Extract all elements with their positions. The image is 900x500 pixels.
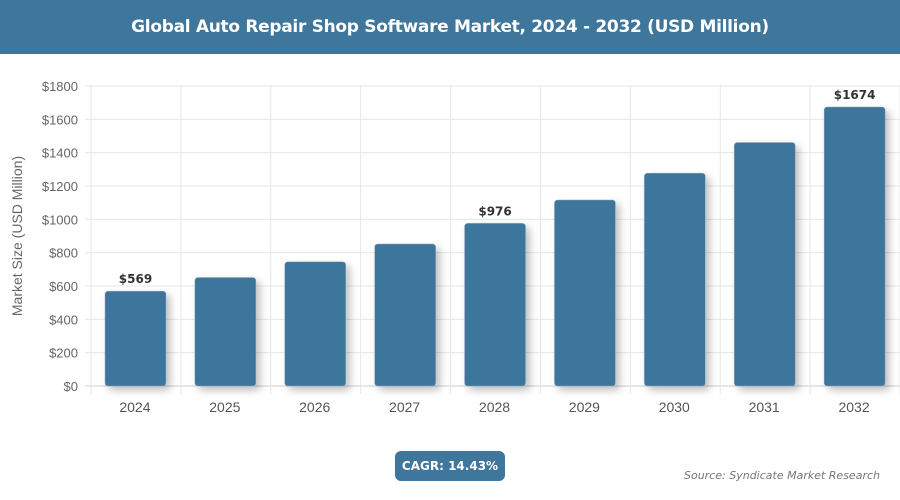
bar-2026 <box>284 261 347 387</box>
bar-2029 <box>554 199 616 387</box>
cagr-badge: CAGR: 14.43% <box>395 451 505 481</box>
bar-2032 <box>823 106 886 387</box>
x-tick-label: 2025 <box>209 399 240 415</box>
bar-2031 <box>733 142 796 387</box>
data-label: $569 <box>119 272 152 286</box>
y-tick-label: $200 <box>49 346 78 361</box>
y-tick-label: $1000 <box>42 212 78 227</box>
x-tick-label: 2024 <box>119 399 150 415</box>
x-tick-label: 2032 <box>838 399 869 415</box>
y-axis-label: Market Size (USD Million) <box>9 156 25 316</box>
x-tick-label: 2026 <box>299 399 330 415</box>
y-tick-label: $1800 <box>42 79 78 94</box>
y-tick-label: $800 <box>49 246 78 261</box>
x-tick-label: 2030 <box>659 399 690 415</box>
x-tick-label: 2027 <box>389 399 420 415</box>
y-tick-label: $1400 <box>42 146 78 161</box>
chart-title: Global Auto Repair Shop Software Market,… <box>0 0 900 54</box>
y-tick-label: $400 <box>49 312 78 327</box>
bar-2024 <box>104 290 167 387</box>
y-tick-label: $600 <box>49 279 78 294</box>
source-note: Source: Syndicate Market Research <box>684 469 880 482</box>
data-label: $976 <box>478 204 511 218</box>
x-tick-label: 2029 <box>569 399 600 415</box>
bar-2025 <box>194 277 257 387</box>
data-label: $1674 <box>834 88 876 102</box>
x-tick-label: 2028 <box>479 399 510 415</box>
bar-2030 <box>644 172 706 387</box>
y-tick-label: $0 <box>64 379 78 394</box>
y-tick-label: $1200 <box>42 179 78 194</box>
bar-2027 <box>374 243 436 387</box>
y-tick-label: $1600 <box>42 112 78 127</box>
bar-2028 <box>464 223 526 387</box>
x-tick-label: 2031 <box>749 399 780 415</box>
